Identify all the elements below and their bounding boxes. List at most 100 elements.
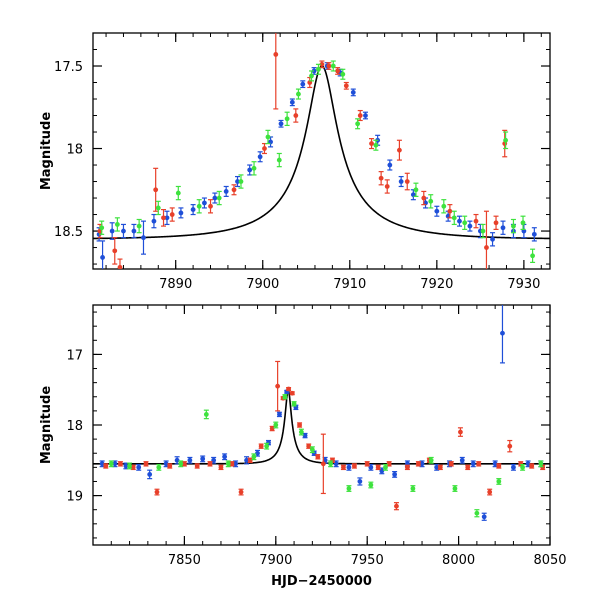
marker — [480, 228, 486, 234]
top-data-point-green — [276, 152, 282, 168]
marker — [99, 225, 105, 231]
marker — [413, 187, 419, 193]
bottom-data-point-blue — [211, 456, 217, 464]
bottom-x-tick-label: 7900 — [259, 553, 292, 568]
top-data-point-green — [315, 63, 321, 75]
bottom-data-point-red — [297, 422, 303, 428]
bottom-data-point-green — [156, 463, 162, 471]
marker — [136, 464, 142, 470]
top-data-point-red — [112, 237, 118, 265]
marker — [493, 220, 499, 226]
marker — [500, 225, 506, 231]
marker — [458, 429, 463, 435]
bottom-data-point-red — [306, 443, 312, 449]
bottom-data-point-green — [298, 428, 304, 436]
top-data-point-green — [355, 118, 361, 130]
top-series-green — [99, 60, 536, 263]
marker — [127, 463, 132, 469]
top-data-point-red — [169, 207, 175, 222]
marker — [350, 90, 356, 95]
marker — [273, 422, 279, 428]
top-data-point-blue — [131, 223, 137, 239]
bottom-data-point-red — [465, 464, 471, 471]
top-data-point-red — [231, 184, 237, 196]
marker — [364, 461, 370, 467]
bottom-data-point-blue — [525, 460, 531, 468]
top-x-tick-label: 7930 — [507, 277, 540, 292]
bottom-data-point-blue — [222, 453, 228, 461]
marker — [490, 236, 495, 242]
top-data-point-red — [153, 167, 159, 212]
marker — [341, 464, 346, 470]
marker — [293, 113, 299, 118]
marker — [247, 167, 253, 173]
bottom-data-point-blue — [510, 463, 516, 471]
bottom-data-point-red — [207, 461, 213, 467]
top-data-point-green — [480, 223, 486, 239]
bottom-data-point-blue — [276, 411, 282, 418]
marker — [441, 203, 447, 209]
bottom-panel: 7850 7900 7950 8000 8050 17 18 19 Magnitude HJD−2… — [39, 304, 567, 589]
bottom-data-point-green — [368, 481, 374, 489]
marker — [277, 412, 282, 417]
marker — [247, 457, 253, 463]
bottom-data-point-red — [457, 427, 463, 437]
bottom-data-point-blue — [392, 470, 398, 478]
marker — [164, 215, 170, 221]
marker — [202, 200, 207, 206]
bottom-y-tick-label: 19 — [66, 490, 83, 505]
top-data-point-blue — [311, 67, 317, 75]
top-y-tick-label: 18.5 — [54, 225, 83, 240]
marker — [322, 457, 328, 463]
marker — [169, 212, 175, 217]
top-data-point-red — [293, 108, 299, 123]
marker — [196, 203, 202, 209]
bottom-data-point-red — [315, 454, 321, 460]
marker — [218, 464, 224, 470]
marker — [222, 454, 228, 460]
top-data-point-blue — [140, 220, 146, 255]
top-data-point-blue — [521, 223, 527, 239]
marker — [451, 215, 457, 221]
marker — [487, 489, 493, 495]
marker — [384, 184, 390, 189]
top-data-point-red — [208, 199, 214, 214]
marker — [484, 245, 489, 250]
top-data-point-green — [175, 185, 181, 201]
bottom-data-point-red — [167, 463, 173, 469]
marker — [520, 464, 525, 470]
marker — [330, 63, 336, 69]
bottom-data-point-red — [404, 464, 410, 471]
marker — [190, 207, 196, 212]
marker — [203, 412, 209, 417]
bottom-data-point-red — [286, 386, 292, 392]
top-data-point-red — [421, 190, 427, 206]
marker — [511, 223, 516, 229]
top-data-point-red — [493, 215, 499, 230]
marker — [100, 255, 105, 260]
top-data-point-blue — [257, 151, 263, 163]
top-data-point-red — [117, 258, 123, 269]
top-data-point-blue — [223, 185, 229, 197]
marker — [343, 83, 349, 89]
bottom-data-point-blue — [233, 460, 239, 468]
marker — [121, 228, 126, 234]
marker — [476, 461, 482, 467]
marker — [282, 394, 288, 400]
marker — [153, 187, 159, 193]
marker — [289, 390, 295, 396]
marker — [481, 514, 487, 520]
bottom-data-point-red — [143, 461, 149, 467]
marker — [309, 447, 315, 453]
bottom-data-point-green — [538, 460, 544, 468]
top-data-point-blue — [490, 232, 496, 247]
top-data-point-green — [462, 215, 468, 230]
bottom-x-tick-label: 7950 — [351, 553, 384, 568]
marker — [404, 179, 410, 184]
bottom-data-point-green — [328, 460, 334, 468]
marker — [434, 464, 440, 470]
bottom-data-point-red — [448, 461, 454, 467]
bottom-data-point-red — [194, 463, 200, 469]
marker — [530, 253, 535, 259]
marker — [223, 189, 229, 194]
